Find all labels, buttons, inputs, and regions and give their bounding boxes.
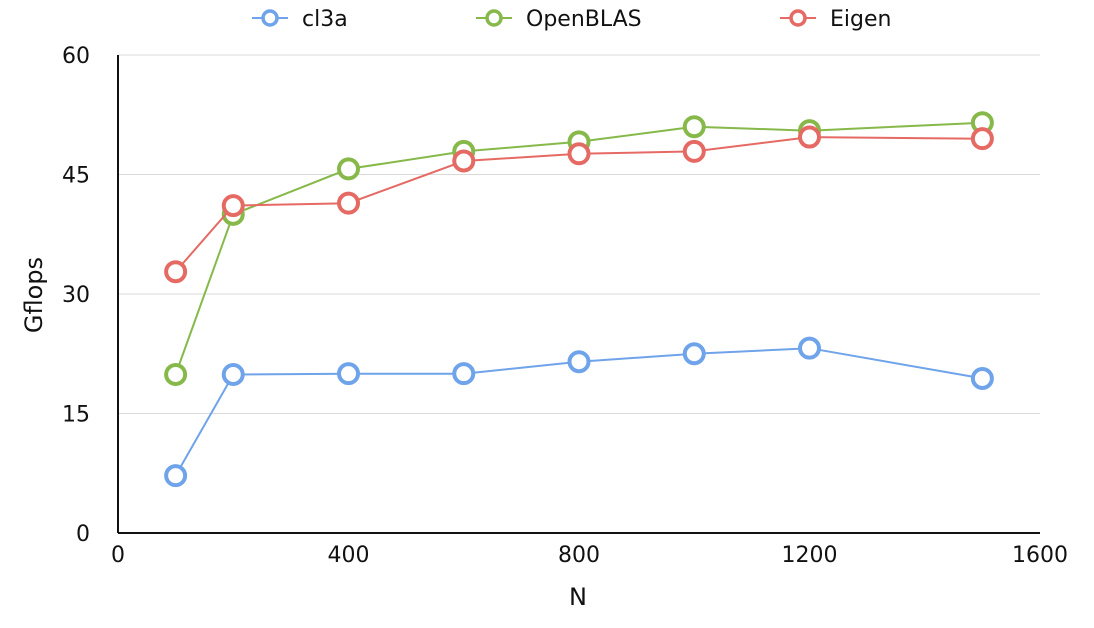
legend-swatch-marker: [485, 9, 503, 27]
y-axis-ticks: 0 15 30 45 60: [62, 44, 90, 547]
data-point: [164, 362, 188, 386]
x-axis-title: N: [569, 583, 587, 611]
data-point: [337, 362, 360, 386]
x-tick-label: 0: [111, 543, 125, 568]
x-tick-label: 1600: [1012, 543, 1068, 568]
y-tick-label: 15: [62, 403, 90, 428]
legend-label: OpenBLAS: [526, 7, 642, 32]
data-point: [798, 125, 821, 149]
legend-item-eigen: Eigen: [780, 7, 891, 32]
legend-item-openblas: OpenBLAS: [476, 7, 642, 32]
data-point: [682, 115, 706, 139]
legend-label: Eigen: [830, 7, 891, 32]
x-tick-label: 400: [328, 543, 370, 568]
x-axis-ticks: 0 400 800 1200 1600: [111, 543, 1068, 568]
data-point: [337, 191, 360, 215]
data-point: [452, 149, 476, 173]
legend-item-cl3a: cl3a: [252, 7, 348, 32]
legend: cl3a OpenBLAS Eigen: [252, 7, 891, 32]
series-line: [174, 121, 983, 375]
series-eigen: [164, 125, 994, 284]
data-point: [221, 362, 245, 386]
x-tick-label: 800: [558, 543, 600, 568]
series-line: [174, 136, 983, 273]
data-point: [970, 127, 994, 151]
series-layer: [164, 111, 994, 488]
data-point: [337, 157, 360, 181]
y-tick-label: 45: [62, 164, 90, 189]
data-point: [970, 366, 994, 390]
series-cl3a: [164, 336, 994, 488]
gridlines: [118, 54, 1040, 414]
data-point: [452, 362, 476, 386]
y-tick-label: 0: [76, 522, 90, 547]
data-point: [221, 194, 245, 218]
y-axis-title: Gflops: [20, 257, 48, 333]
x-tick-label: 1200: [782, 543, 838, 568]
legend-swatch-marker: [789, 9, 807, 27]
legend-swatch-marker: [261, 9, 279, 27]
data-point: [164, 260, 188, 284]
y-tick-label: 30: [62, 283, 90, 308]
legend-label: cl3a: [302, 7, 348, 32]
data-point: [682, 342, 706, 366]
data-point: [567, 350, 591, 374]
data-point: [164, 464, 188, 488]
axes: [117, 55, 1040, 534]
data-point: [682, 139, 706, 163]
series-line: [174, 347, 983, 477]
data-point: [798, 336, 821, 360]
y-tick-label: 60: [62, 44, 90, 69]
data-point: [567, 142, 591, 166]
